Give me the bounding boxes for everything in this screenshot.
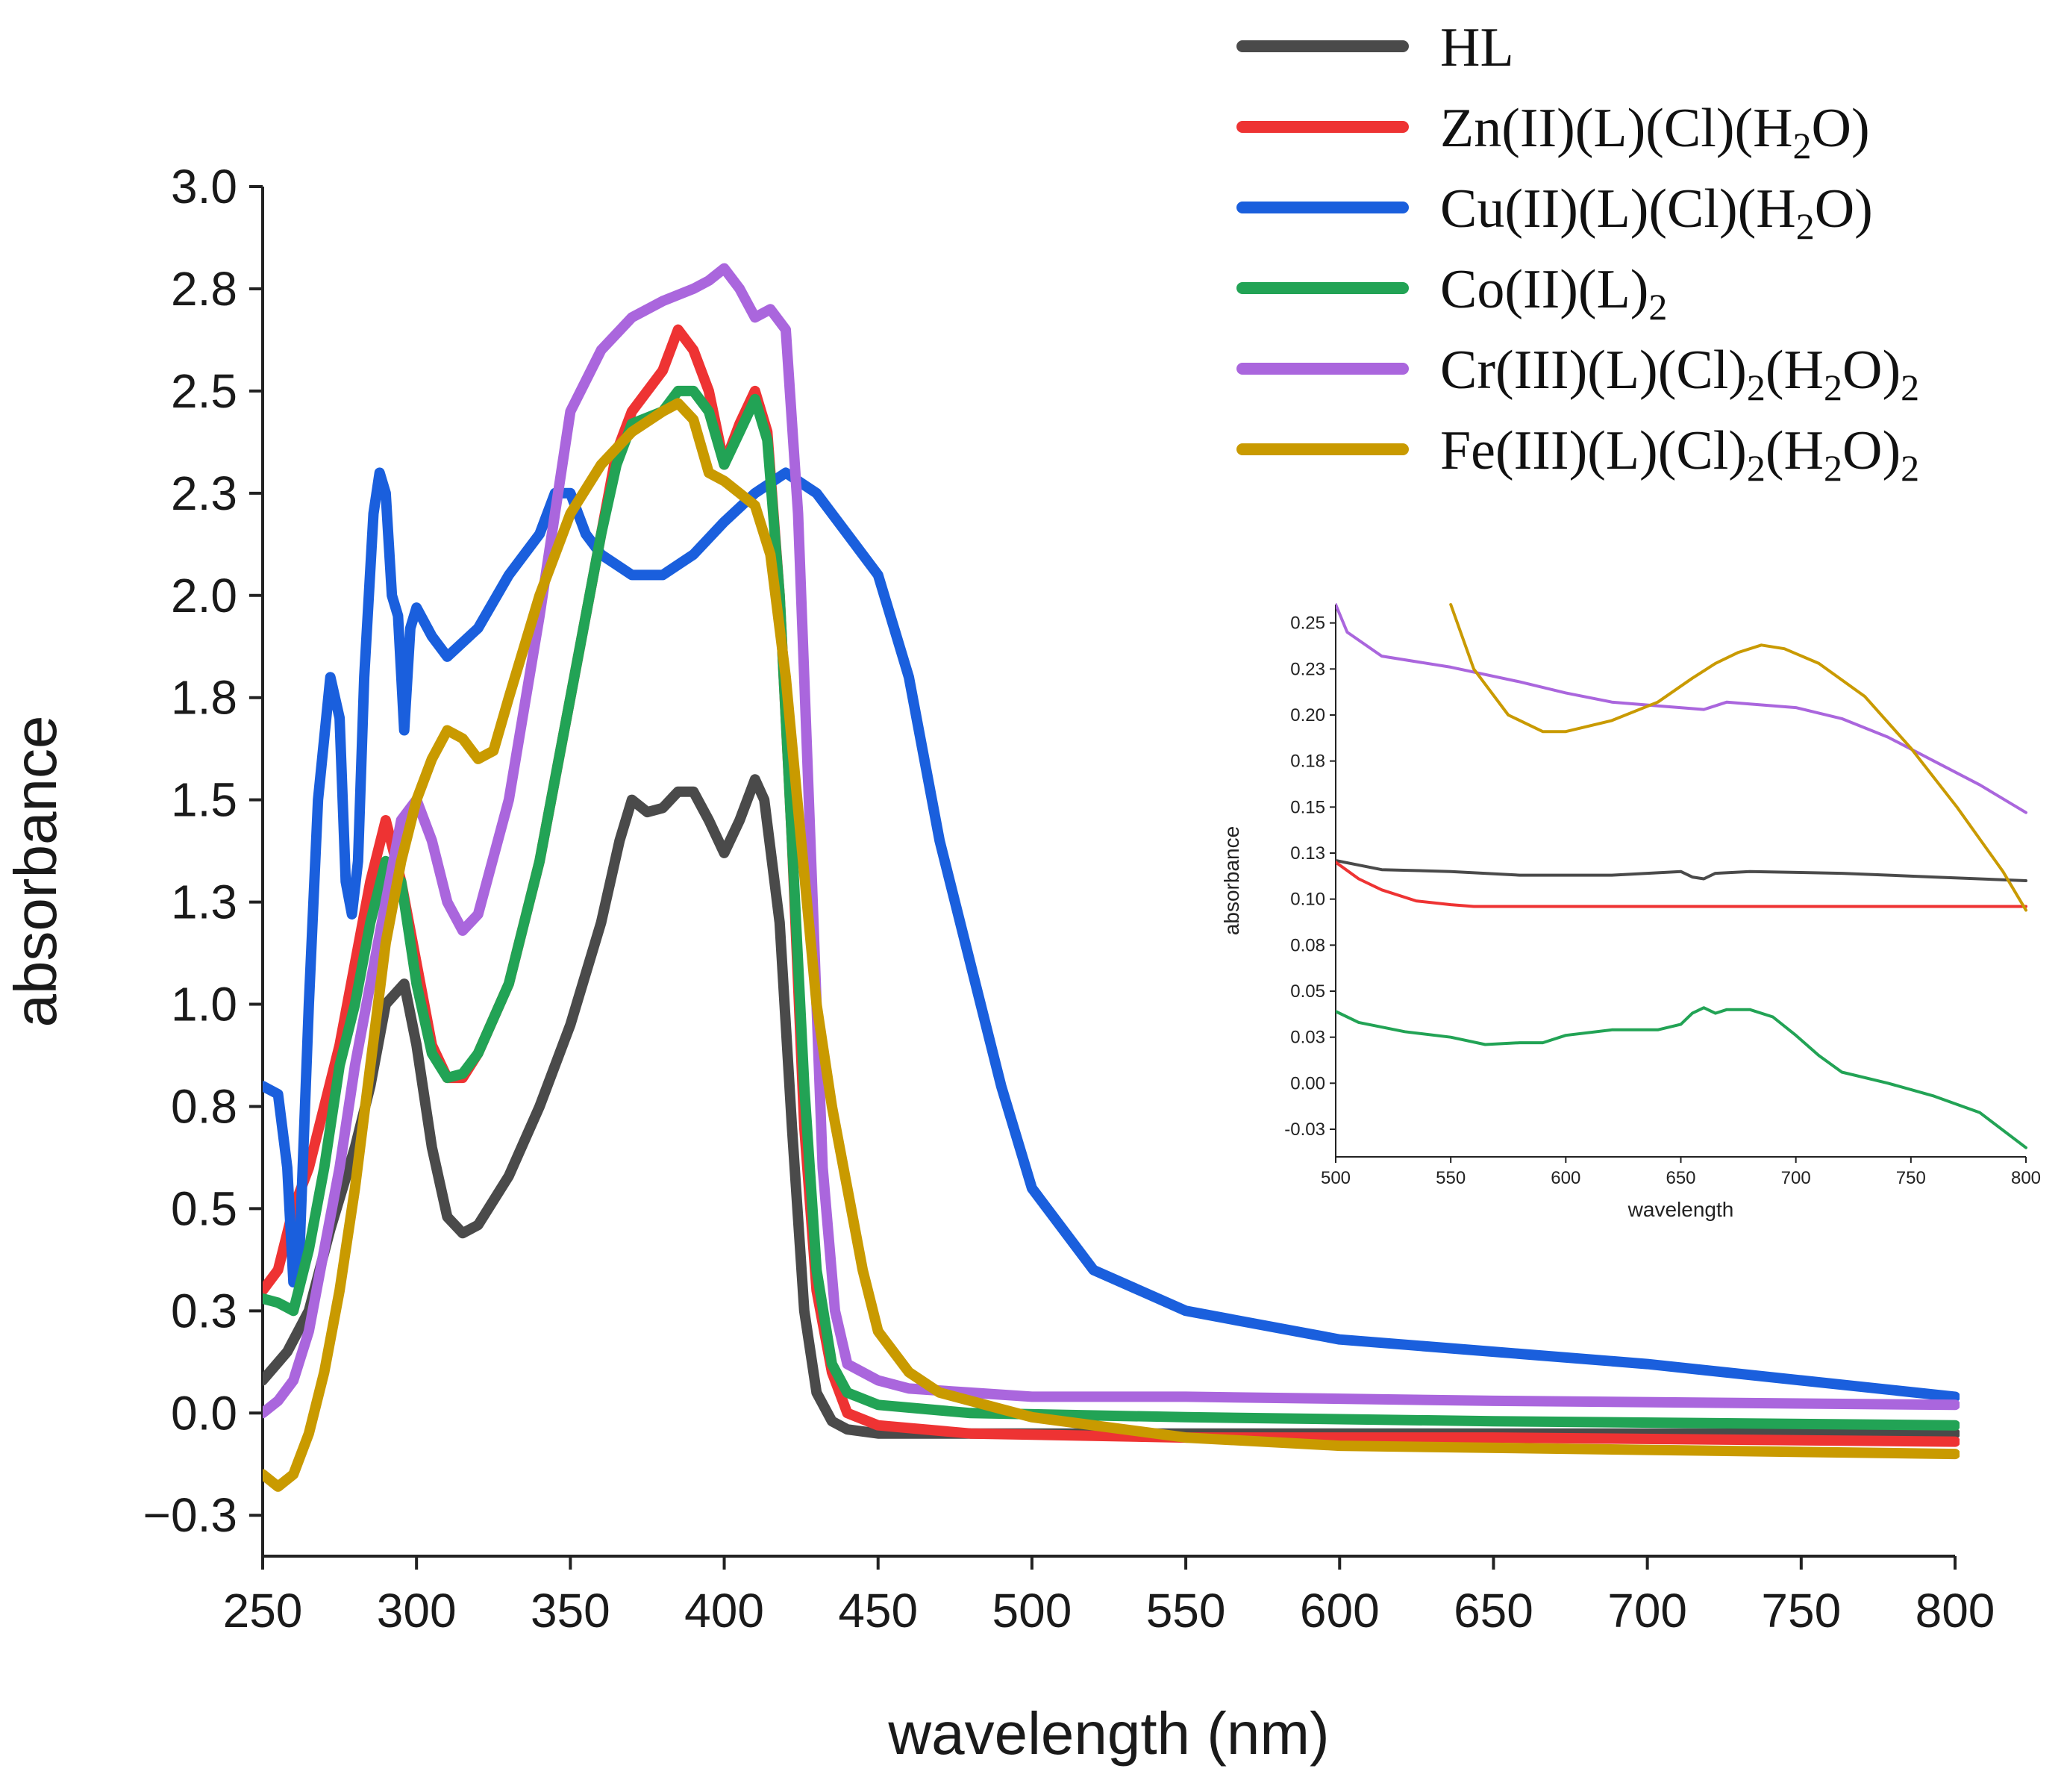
main-y-tick-label: 0.5 bbox=[171, 1181, 237, 1235]
inset-series-cr-iii-l-cl-2-h2o-2 bbox=[1336, 603, 2027, 814]
legend-subscript: 2 bbox=[1901, 366, 1919, 408]
legend-text-part: O) bbox=[1842, 420, 1901, 481]
main-y-tick-label: 0.8 bbox=[171, 1079, 237, 1133]
inset-y-tick-label: 0.13 bbox=[1290, 843, 1325, 864]
main-x-tick-label: 800 bbox=[1916, 1584, 1995, 1638]
main-x-tick-label: 600 bbox=[1300, 1584, 1380, 1638]
legend-label: Fe(III)(L)(Cl)2(H2O)2 bbox=[1440, 420, 1919, 489]
inset-y-axis-title: absorbance bbox=[1220, 826, 1243, 935]
legend-text-part: O) bbox=[1842, 340, 1901, 401]
inset-x-tick-label: 700 bbox=[1781, 1168, 1811, 1188]
legend-text-part: Cr(III)(L)(Cl) bbox=[1440, 340, 1747, 401]
inset-x-tick-label: 500 bbox=[1321, 1168, 1351, 1188]
legend-label: Cu(II)(L)(Cl)(H2O) bbox=[1440, 178, 1873, 247]
inset-series-fe-iii-l-cl-2-h2o-2 bbox=[1449, 603, 2027, 912]
main-x-tick-label: 550 bbox=[1146, 1584, 1226, 1638]
main-series-hl bbox=[263, 774, 1960, 1439]
main-series-co-ii-l-2 bbox=[263, 385, 1960, 1431]
inset-y-tick-label: 0.03 bbox=[1290, 1028, 1325, 1048]
inset-x-tick-label: 750 bbox=[1896, 1168, 1926, 1188]
main-x-tick-label: 400 bbox=[684, 1584, 764, 1638]
inset-y-tick-label: 0.08 bbox=[1290, 935, 1325, 955]
main-x-tick-label: 300 bbox=[377, 1584, 457, 1638]
main-x-tick-label: 450 bbox=[838, 1584, 918, 1638]
legend-text-part: (H bbox=[1766, 340, 1824, 401]
inset-x-tick-label: 650 bbox=[1666, 1168, 1695, 1188]
main-y-tick-label: 1.5 bbox=[171, 773, 237, 827]
inset-series-hl bbox=[1336, 858, 2027, 882]
main-chart: 250 300 350 400 450 500 550 600 650 700 750 800 −0.3… bbox=[2, 160, 1995, 1767]
inset-y-tick-label: 0.05 bbox=[1290, 981, 1325, 1002]
inset-y-tick-label: 0.00 bbox=[1290, 1073, 1325, 1093]
legend-subscript: 2 bbox=[1648, 286, 1667, 328]
main-x-tick-label: 700 bbox=[1607, 1584, 1687, 1638]
main-x-tick-label: 500 bbox=[992, 1584, 1072, 1638]
inset-chart: 500 550 600 650 700 750 800 -0.03 0.00 0.03 0.05 0.… bbox=[1220, 603, 2041, 1221]
main-y-tick-label: 2.3 bbox=[171, 466, 237, 520]
main-y-tick-label: 3.0 bbox=[171, 160, 237, 213]
legend-subscript: 2 bbox=[1747, 366, 1766, 408]
inset-y-tick-label: 0.15 bbox=[1290, 797, 1325, 817]
legend-subscript: 2 bbox=[1824, 366, 1842, 408]
legend-text-part: O) bbox=[1812, 98, 1870, 159]
main-y-tick-label: 2.8 bbox=[171, 262, 237, 316]
main-x-tick-label: 750 bbox=[1761, 1584, 1841, 1638]
main-series-fe-iii-l-cl-2-h2o-2 bbox=[263, 398, 1960, 1492]
inset-series-co-ii-l-2 bbox=[1336, 1006, 2027, 1149]
legend-text-part: Zn(II)(L)(Cl)(H bbox=[1440, 98, 1793, 159]
legend: HLZn(II)(L)(Cl)(H2O)Cu(II)(L)(Cl)(H2O)Co… bbox=[1236, 17, 1919, 489]
inset-x-tick-label: 600 bbox=[1551, 1168, 1580, 1188]
legend-label: Zn(II)(L)(Cl)(H2O) bbox=[1440, 98, 1870, 166]
legend-text-part: Co(II)(L) bbox=[1440, 259, 1648, 320]
legend-subscript: 2 bbox=[1793, 125, 1812, 166]
main-y-tick-label: −0.3 bbox=[143, 1488, 237, 1542]
legend-text-part: HL bbox=[1440, 17, 1514, 78]
main-x-tick-label: 650 bbox=[1454, 1584, 1533, 1638]
legend-label: HL bbox=[1440, 17, 1514, 78]
inset-series-group bbox=[1336, 603, 2027, 1149]
legend-label: Co(II)(L)2 bbox=[1440, 259, 1667, 328]
main-x-axis-title: wavelength (nm) bbox=[887, 1700, 1329, 1767]
inset-x-axis-title: wavelength bbox=[1627, 1198, 1734, 1221]
inset-y-tick-label: 0.10 bbox=[1290, 890, 1325, 910]
main-y-tick-label: 0.0 bbox=[171, 1386, 237, 1440]
inset-y-tick-label: 0.23 bbox=[1290, 659, 1325, 679]
main-y-tick-label: 1.8 bbox=[171, 671, 237, 725]
main-series-cu-ii-l-cl-h2o bbox=[263, 467, 1960, 1402]
main-y-axis-title: absorbance bbox=[2, 715, 69, 1027]
legend-subscript: 2 bbox=[1901, 447, 1919, 489]
main-series-group bbox=[263, 263, 1960, 1492]
main-x-tick-label: 350 bbox=[531, 1584, 610, 1638]
inset-x-tick-label: 800 bbox=[2011, 1168, 2041, 1188]
main-y-tick-label: 2.0 bbox=[171, 569, 237, 622]
main-y-tick-label: 0.3 bbox=[171, 1284, 237, 1337]
legend-label: Cr(III)(L)(Cl)2(H2O)2 bbox=[1440, 340, 1919, 408]
inset-y-tick-label: 0.25 bbox=[1290, 614, 1325, 634]
legend-text-part: (H bbox=[1766, 420, 1824, 481]
main-y-tick-label: 2.5 bbox=[171, 364, 237, 418]
legend-text-part: Cu(II)(L)(Cl)(H bbox=[1440, 178, 1796, 240]
legend-subscript: 2 bbox=[1747, 447, 1766, 489]
main-y-tick-label: 1.0 bbox=[171, 978, 237, 1031]
inset-x-tick-label: 550 bbox=[1436, 1168, 1466, 1188]
main-x-tick-label: 250 bbox=[223, 1584, 303, 1638]
inset-y-tick-label: 0.18 bbox=[1290, 752, 1325, 772]
legend-text-part: Fe(III)(L)(Cl) bbox=[1440, 420, 1747, 481]
legend-text-part: O) bbox=[1815, 178, 1873, 240]
main-y-tick-label: 1.3 bbox=[171, 875, 237, 929]
inset-y-tick-label: 0.20 bbox=[1290, 705, 1325, 725]
legend-subscript: 2 bbox=[1824, 447, 1842, 489]
inset-series-zn-ii-l-cl-h2o bbox=[1336, 861, 2027, 908]
inset-y-tick-label: -0.03 bbox=[1284, 1120, 1325, 1140]
legend-subscript: 2 bbox=[1796, 205, 1815, 247]
main-series-cr-iii-l-cl-2-h2o-2 bbox=[263, 263, 1960, 1419]
